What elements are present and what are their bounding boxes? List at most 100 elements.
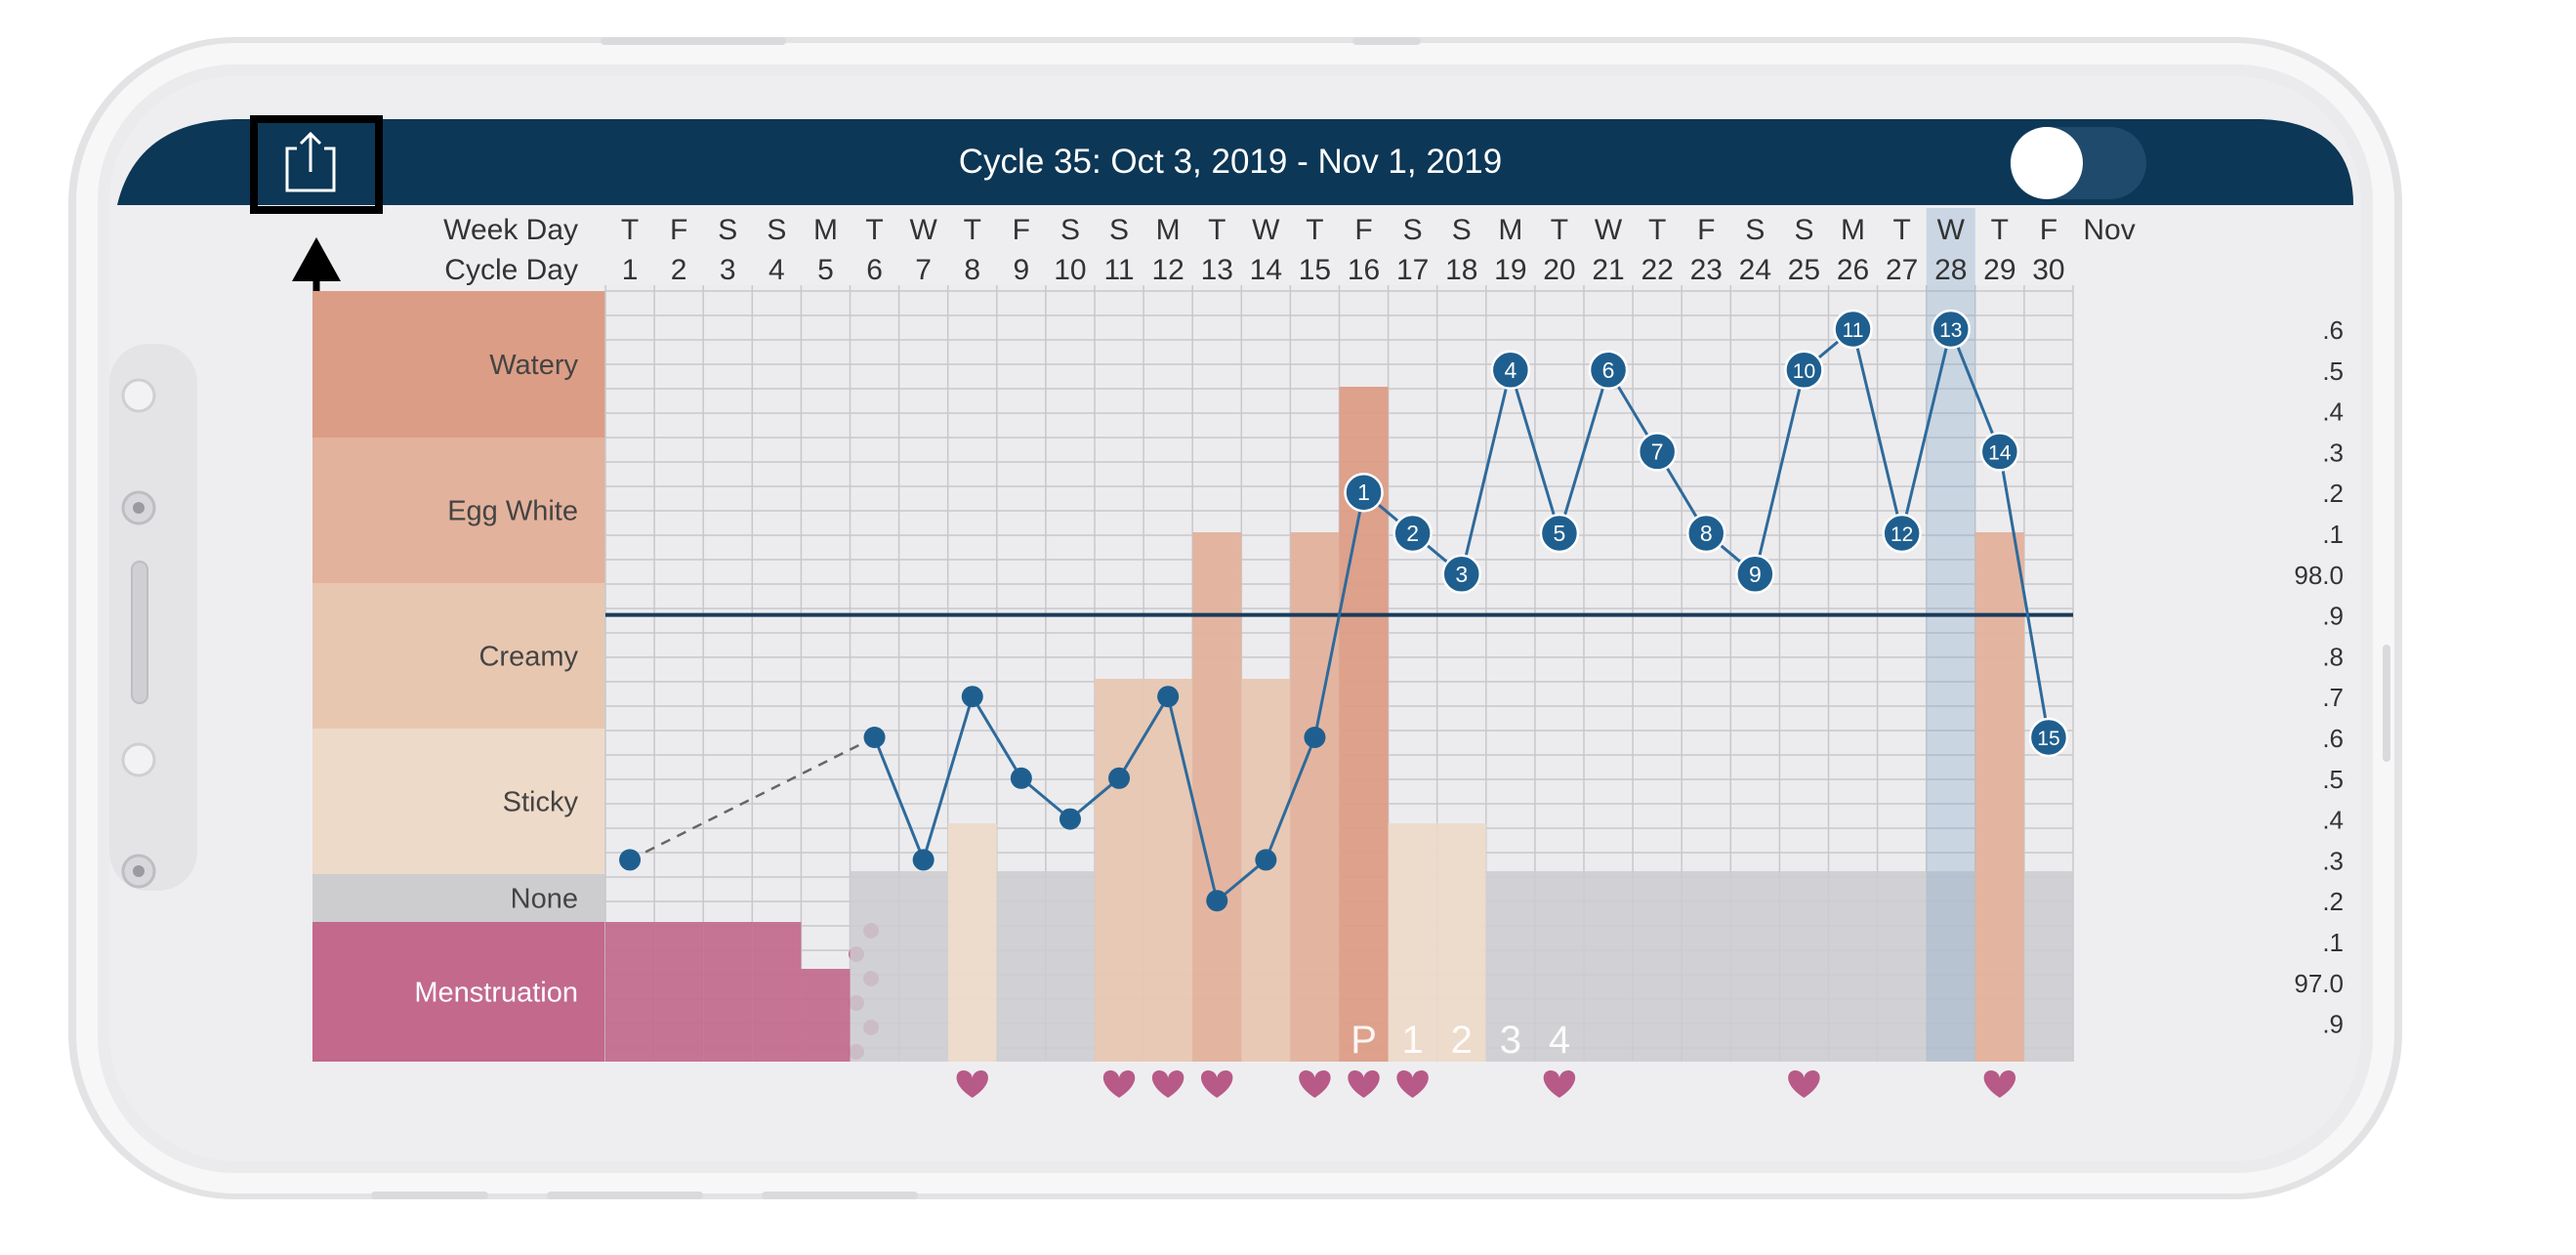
mucus-bar-day-7 <box>898 871 948 1062</box>
week-day-label: T <box>1551 214 1568 246</box>
temperature-axis-label: .2 <box>2322 479 2344 508</box>
temperature-point[interactable] <box>1979 432 2020 472</box>
mucus-bar-day-24 <box>1730 871 1780 1062</box>
menstruation-bar <box>654 922 704 1062</box>
temperature-point-label: 12 <box>1890 523 1913 546</box>
cycle-day-row-label: Cycle Day <box>444 254 578 286</box>
cycle-day-label: 14 <box>1250 254 1282 286</box>
heart-icon <box>1543 1070 1576 1098</box>
mucus-bar-day-18 <box>1436 823 1486 1062</box>
mucus-bar-day-13 <box>1192 532 1242 1062</box>
mucus-bar-day-20 <box>1534 871 1584 1062</box>
temperature-point[interactable] <box>1882 513 1922 554</box>
week-day-label: S <box>1794 214 1813 246</box>
week-day-label: T <box>865 214 883 246</box>
temperature-point[interactable] <box>961 686 983 708</box>
temperature-point[interactable] <box>1059 808 1081 830</box>
temperature-point[interactable] <box>619 849 642 871</box>
cycle-day-label: 10 <box>1054 254 1086 286</box>
cycle-day-label: 25 <box>1788 254 1820 286</box>
temperature-point[interactable] <box>1686 513 1726 554</box>
temperature-point[interactable] <box>1539 513 1580 554</box>
temperature-axis-label: .3 <box>2322 846 2344 875</box>
heart-icon <box>1299 1070 1331 1098</box>
temperature-point[interactable] <box>1735 554 1775 595</box>
week-day-label: M <box>1498 214 1522 246</box>
menstruation-bar <box>752 922 802 1062</box>
cycle-day-label: 15 <box>1299 254 1331 286</box>
temperature-point[interactable] <box>912 849 935 871</box>
week-day-label: F <box>1697 214 1715 246</box>
temperature-point-label: 5 <box>1554 521 1566 546</box>
share-icon <box>285 131 336 192</box>
selected-day-column[interactable] <box>1926 208 1975 1062</box>
temperature-point-label: 1 <box>1357 480 1370 505</box>
week-day-row-label: Week Day <box>443 214 578 246</box>
week-day-label: M <box>813 214 838 246</box>
cycle-day-label: 3 <box>720 254 736 286</box>
temperature-point[interactable] <box>1304 727 1326 748</box>
mucus-bar-day-10 <box>1045 871 1095 1062</box>
cycle-day-label: 6 <box>866 254 883 286</box>
temperature-axis-label: .6 <box>2322 724 2344 753</box>
peak-day-label: 2 <box>1451 1019 1473 1062</box>
temperature-point[interactable] <box>1157 686 1180 708</box>
temperature-point[interactable] <box>1010 767 1032 789</box>
temperature-point[interactable] <box>1833 309 1873 350</box>
temperature-point[interactable] <box>1392 513 1433 554</box>
week-day-label: T <box>1306 214 1323 246</box>
temperature-point-label: 10 <box>1793 360 1815 383</box>
peak-day-label: P <box>1350 1019 1377 1062</box>
mucus-bar-day-9 <box>996 871 1046 1062</box>
temperature-point[interactable] <box>1255 849 1277 871</box>
temperature-point[interactable] <box>1206 890 1228 912</box>
temperature-axis-label: .2 <box>2322 887 2344 916</box>
cycle-day-label: 12 <box>1151 254 1184 286</box>
week-day-label: S <box>1452 214 1472 246</box>
temperature-axis-label: .3 <box>2322 438 2344 467</box>
mucus-bar-day-26 <box>1828 871 1878 1062</box>
week-day-label: F <box>1013 214 1030 246</box>
week-day-label: F <box>2040 214 2057 246</box>
mucus-bar-day-29 <box>1974 532 2024 1062</box>
temperature-point[interactable] <box>863 727 886 748</box>
share-button[interactable] <box>250 115 383 214</box>
category-band-sticky <box>312 729 605 874</box>
temperature-point-label: 7 <box>1651 439 1664 464</box>
sensor-dot <box>121 742 156 777</box>
heart-icon <box>1788 1070 1820 1098</box>
temperature-point[interactable] <box>2028 717 2069 758</box>
cycle-day-label: 11 <box>1103 254 1134 286</box>
notch-area <box>109 344 197 891</box>
temperature-point[interactable] <box>1784 350 1824 391</box>
temperature-axis-label: .5 <box>2322 765 2344 794</box>
temperature-axis-label: .7 <box>2322 683 2344 712</box>
temperature-point[interactable] <box>1490 350 1531 391</box>
cycle-day-label: 23 <box>1690 254 1723 286</box>
mucus-bar-day-30 <box>2023 871 2073 1062</box>
settings-toggle[interactable] <box>2010 127 2146 199</box>
temperature-point[interactable] <box>1588 350 1629 391</box>
temperature-point-label: 15 <box>2037 728 2059 750</box>
temperature-point[interactable] <box>1931 309 1971 350</box>
week-day-label: F <box>1354 214 1372 246</box>
mucus-bar-day-22 <box>1633 871 1683 1062</box>
temperature-point-label: 4 <box>1504 357 1517 383</box>
heart-icon <box>1102 1070 1136 1098</box>
temperature-point[interactable] <box>1441 554 1481 595</box>
temperature-point-label: 11 <box>1843 319 1864 342</box>
mucus-bar-day-27 <box>1877 871 1927 1062</box>
week-day-label: S <box>1060 214 1080 246</box>
cycle-day-label: 1 <box>622 254 639 286</box>
temperature-point[interactable] <box>1108 767 1131 789</box>
mucus-bar-day-21 <box>1584 871 1634 1062</box>
week-day-label: S <box>1745 214 1765 246</box>
cycle-day-label: 29 <box>1983 254 2015 286</box>
week-day-label: T <box>1208 214 1226 246</box>
temperature-point[interactable] <box>1637 432 1678 472</box>
cycle-day-label: 22 <box>1641 254 1673 286</box>
temperature-point[interactable] <box>1344 472 1384 513</box>
category-band-creamy <box>312 583 605 729</box>
week-day-label: W <box>1937 214 1966 246</box>
week-day-label: M <box>1841 214 1865 246</box>
